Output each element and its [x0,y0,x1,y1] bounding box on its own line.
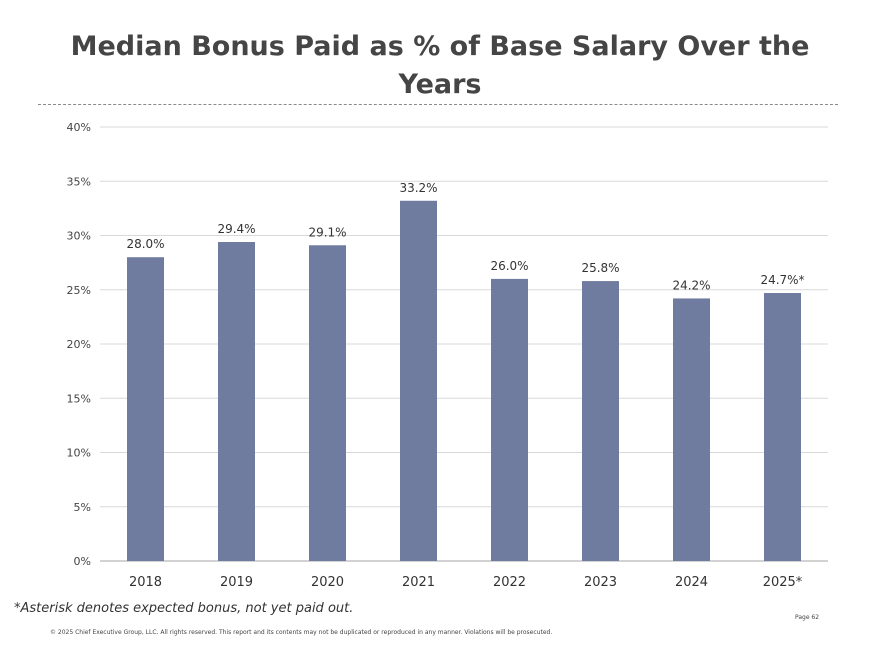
bar-2022 [491,278,528,561]
bar-chart: 0% 5% 10% 15% 20% 25% 30% 35% 40% 28.0% 29.4% 29.1… [67,121,828,590]
y-tick-label: 25% [67,284,91,297]
page-number: Page 62 [795,614,820,621]
x-tick-label: 2023 [584,575,617,590]
x-tick-label: 2020 [311,575,344,590]
bar-2020 [309,245,346,561]
y-tick-label: 20% [67,338,91,351]
data-label: 33.2% [399,181,437,195]
gridlines [100,126,828,562]
x-tick-label: 2019 [220,575,253,590]
data-label: 24.7%* [760,273,804,287]
bar-2023 [582,281,619,561]
x-axis-ticks: 2018 2019 2020 2021 2022 2023 2024 2025* [129,575,803,590]
copyright-notice: © 2025 Chief Executive Group, LLC. All r… [50,629,553,636]
data-label: 28.0% [126,237,164,251]
data-label: 25.8% [581,261,619,275]
title-divider [38,104,838,105]
x-tick-label: 2025* [763,575,803,590]
bar-2019 [218,242,255,561]
y-tick-label: 10% [67,447,91,460]
bar-2018 [127,257,164,561]
x-tick-label: 2018 [129,575,162,590]
bar-2025 [764,293,801,561]
footnote: *Asterisk denotes expected bonus, not ye… [14,601,354,616]
bars [127,200,801,561]
y-tick-label: 5% [74,501,91,514]
y-tick-label: 35% [67,175,91,188]
data-label: 26.0% [490,259,528,273]
y-axis-ticks: 0% 5% 10% 15% 20% 25% 30% 35% 40% [67,121,91,568]
y-tick-label: 30% [67,230,91,243]
data-label: 29.4% [217,222,255,236]
y-tick-label: 15% [67,392,91,405]
y-tick-label: 40% [67,121,91,134]
data-labels: 28.0% 29.4% 29.1% 33.2% 26.0% 25.8% 24.2% 24.7%… [126,181,804,293]
data-label: 29.1% [308,225,346,239]
bar-2021 [400,200,437,561]
x-tick-label: 2022 [493,575,526,590]
x-tick-label: 2021 [402,575,435,590]
chart-title: Median Bonus Paid as % of Base Salary Ov… [70,31,810,100]
y-tick-label: 0% [74,555,91,568]
x-tick-label: 2024 [675,575,708,590]
data-label: 24.2% [672,278,710,292]
bar-2024 [673,298,710,561]
